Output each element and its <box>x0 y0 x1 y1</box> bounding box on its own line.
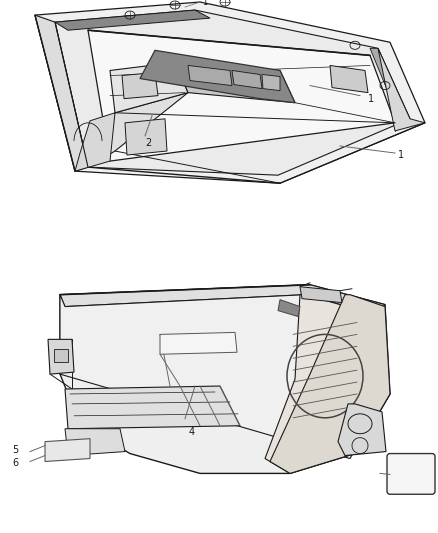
Polygon shape <box>175 60 295 103</box>
Polygon shape <box>232 70 262 88</box>
Polygon shape <box>60 285 385 314</box>
Polygon shape <box>265 295 390 473</box>
Text: 2: 2 <box>145 138 151 148</box>
Text: 1: 1 <box>368 94 374 103</box>
Polygon shape <box>262 75 280 91</box>
Polygon shape <box>110 62 188 113</box>
Text: 1: 1 <box>398 150 404 160</box>
Polygon shape <box>75 113 115 171</box>
Polygon shape <box>330 66 368 93</box>
Text: 1: 1 <box>202 0 208 6</box>
Polygon shape <box>35 15 88 171</box>
Polygon shape <box>338 404 386 456</box>
Polygon shape <box>55 10 210 30</box>
Polygon shape <box>125 119 167 155</box>
Polygon shape <box>370 49 410 121</box>
Polygon shape <box>122 72 158 99</box>
Polygon shape <box>55 10 410 175</box>
Polygon shape <box>160 333 237 354</box>
Polygon shape <box>54 349 68 362</box>
Polygon shape <box>60 295 385 458</box>
FancyBboxPatch shape <box>387 454 435 494</box>
Text: 4: 4 <box>189 427 195 437</box>
Polygon shape <box>88 93 188 167</box>
Text: 6: 6 <box>12 458 18 469</box>
Polygon shape <box>60 285 390 473</box>
Polygon shape <box>270 295 390 473</box>
Polygon shape <box>65 429 125 456</box>
Polygon shape <box>65 386 240 429</box>
Polygon shape <box>278 300 300 317</box>
Text: 5: 5 <box>12 445 18 455</box>
Polygon shape <box>378 49 425 131</box>
Polygon shape <box>300 287 342 303</box>
Polygon shape <box>48 340 74 374</box>
Polygon shape <box>45 439 90 462</box>
Polygon shape <box>35 2 425 183</box>
Polygon shape <box>88 30 395 161</box>
Polygon shape <box>140 50 295 103</box>
Text: 3: 3 <box>437 470 438 479</box>
Polygon shape <box>188 66 232 86</box>
